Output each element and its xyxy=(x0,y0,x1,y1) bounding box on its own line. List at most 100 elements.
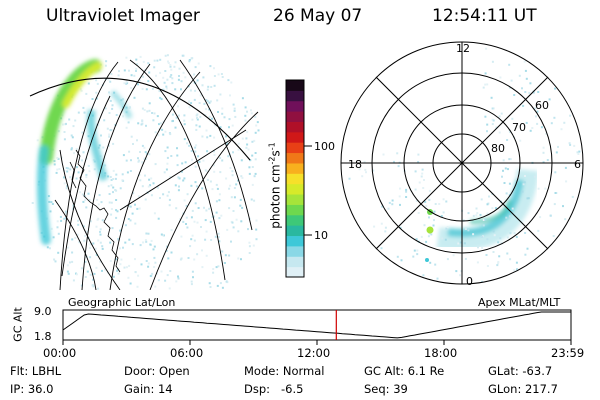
speckle-dot xyxy=(434,203,437,205)
speckle-dot xyxy=(152,248,155,251)
speckle-dot xyxy=(119,229,122,232)
speckle-dot xyxy=(157,217,160,220)
speckle-dot xyxy=(221,107,224,110)
speckle-dot xyxy=(87,192,90,195)
speckle-dot xyxy=(70,147,73,150)
speckle-dot xyxy=(397,165,400,168)
speckle-dot xyxy=(159,197,161,199)
speckle-dot xyxy=(67,272,70,275)
speckle-dot xyxy=(139,179,142,182)
colorbar-segment xyxy=(286,194,304,205)
speckle-dot xyxy=(421,172,424,175)
speckle-dot xyxy=(227,155,230,158)
speckle-dot xyxy=(216,187,219,190)
speckle-dot xyxy=(141,120,144,123)
speckle-dot xyxy=(235,218,238,221)
speckle-dot xyxy=(153,112,156,115)
speckle-dot xyxy=(193,239,196,242)
speckle-dot xyxy=(138,207,141,210)
speckle-dot xyxy=(139,55,142,58)
colorbar-segment xyxy=(286,142,304,154)
speckle-dot xyxy=(81,159,83,162)
speckle-dot xyxy=(163,81,166,84)
speckle-dot xyxy=(396,152,399,155)
speckle-dot xyxy=(127,121,130,124)
speckle-dot xyxy=(141,107,144,110)
speckle-dot xyxy=(568,142,571,145)
speckle-dot xyxy=(62,123,64,126)
speckle-dot xyxy=(151,272,154,275)
speckle-dot xyxy=(108,91,110,94)
speckle-dot xyxy=(480,198,483,201)
speckle-dot xyxy=(513,269,516,272)
speckle-dot xyxy=(221,76,224,78)
speckle-dot xyxy=(50,201,53,204)
speckle-dot xyxy=(484,218,487,221)
speckle-dot xyxy=(94,247,97,250)
speckle-dot xyxy=(537,91,540,93)
speckle-dot xyxy=(115,209,118,212)
speckle-dot xyxy=(108,193,111,195)
speckle-dot xyxy=(229,94,231,97)
speckle-dot xyxy=(66,264,69,267)
colorbar-segment xyxy=(286,204,304,216)
speckle-dot xyxy=(193,258,196,261)
speckle-dot xyxy=(66,270,69,273)
speckle-dot xyxy=(510,79,513,82)
speckle-dot xyxy=(537,187,540,190)
speckle-dot xyxy=(78,241,81,244)
speckle-dot xyxy=(56,220,59,223)
speckle-dot xyxy=(534,107,537,110)
colorbar-segment xyxy=(286,90,304,102)
speckle-dot xyxy=(115,258,118,261)
speckle-dot xyxy=(215,266,218,269)
speckle-dot xyxy=(522,183,525,186)
speckle-dot xyxy=(184,161,187,164)
speckle-dot xyxy=(68,118,71,121)
speckle-dot xyxy=(74,119,77,122)
speckle-dot xyxy=(190,184,193,187)
speckle-dot xyxy=(552,235,555,237)
speckle-dot xyxy=(71,260,74,263)
speckle-dot xyxy=(184,76,187,79)
speckle-dot xyxy=(424,200,427,203)
speckle-dot xyxy=(246,110,248,113)
speckle-dot xyxy=(440,215,443,217)
speckle-dot xyxy=(554,192,557,194)
colorbar-segment xyxy=(286,162,304,174)
speckle-dot xyxy=(63,138,66,141)
speckle-dot xyxy=(152,182,155,185)
speckle-dot xyxy=(194,89,197,92)
speckle-dot xyxy=(384,230,387,233)
speckle-dot xyxy=(391,203,394,206)
speckle-dot xyxy=(84,276,87,278)
speckle-dot xyxy=(233,107,236,110)
speckle-dot xyxy=(382,153,385,156)
speckle-dot xyxy=(128,238,131,241)
speckle-dot xyxy=(463,242,466,245)
altitude-curve xyxy=(62,311,571,339)
speckle-dot xyxy=(95,97,98,100)
speckle-dot xyxy=(490,96,493,99)
speckle-dot xyxy=(134,222,137,225)
speckle-dot xyxy=(125,80,128,83)
speckle-dot xyxy=(82,225,85,228)
speckle-dot xyxy=(564,218,567,221)
speckle-dot xyxy=(141,185,144,188)
speckle-dot xyxy=(137,160,140,163)
speckle-dot xyxy=(112,275,115,278)
speckle-dot xyxy=(148,153,151,156)
speckle-dot xyxy=(175,207,178,210)
speckle-dot xyxy=(187,85,190,88)
speckle-dot xyxy=(145,260,148,262)
speckle-dot xyxy=(148,71,151,74)
speckle-dot xyxy=(112,178,115,180)
speckle-dot xyxy=(170,155,173,157)
speckle-dot xyxy=(526,197,529,200)
speckle-dot xyxy=(107,175,110,178)
speckle-dot xyxy=(452,254,455,257)
speckle-dot xyxy=(183,119,186,122)
speckle-dot xyxy=(160,98,163,101)
speckle-dot xyxy=(204,219,207,222)
